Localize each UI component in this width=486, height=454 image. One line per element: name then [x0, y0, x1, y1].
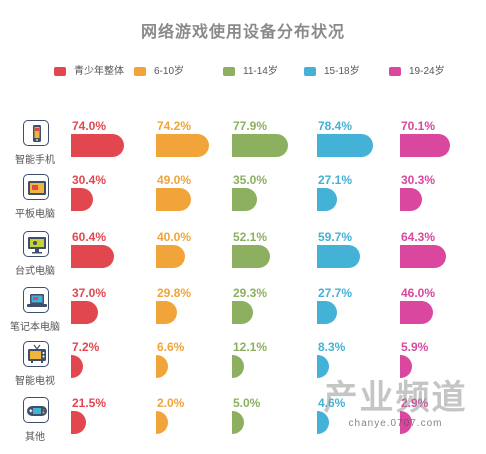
- legend-swatch: [389, 67, 401, 76]
- bar: [156, 134, 209, 157]
- bar: [232, 301, 253, 324]
- legend-label: 15-18岁: [324, 66, 360, 77]
- data-label: 35.0%: [233, 173, 268, 187]
- data-label: 5.9%: [401, 340, 429, 354]
- bar: [317, 188, 337, 211]
- bar: [317, 355, 329, 378]
- data-label: 78.4%: [318, 119, 353, 133]
- gamepad-icon: [23, 397, 49, 423]
- category-label: 智能电视: [15, 376, 55, 387]
- data-label: 5.0%: [233, 396, 261, 410]
- desktop-icon: [23, 231, 49, 257]
- legend: 青少年整体 6-10岁 11-14岁 15-18岁 19-24岁: [0, 66, 486, 80]
- bar: [232, 245, 270, 268]
- legend-swatch: [134, 67, 146, 76]
- watermark-url: chanye.0707.com: [348, 418, 443, 429]
- legend-label: 11-14岁: [243, 66, 278, 77]
- data-label: 30.3%: [401, 173, 436, 187]
- legend-swatch: [223, 67, 235, 76]
- category-row: 平板电脑 30.4% 49.0% 35.0% 27.1% 30.3%: [0, 173, 486, 230]
- bar: [156, 301, 177, 324]
- bar: [71, 411, 86, 434]
- bar: [232, 188, 257, 211]
- data-label: 37.0%: [72, 286, 107, 300]
- category-label: 笔记本电脑: [10, 322, 60, 333]
- legend-swatch: [304, 67, 316, 76]
- data-label: 4.6%: [318, 396, 346, 410]
- watermark: 产业频道 chanye.0707.com: [313, 378, 478, 448]
- legend-swatch: [54, 67, 66, 76]
- smartphone-icon: [23, 120, 49, 146]
- data-label: 7.2%: [72, 340, 100, 354]
- bar: [317, 245, 360, 268]
- bar: [232, 411, 244, 434]
- category-row: 笔记本电脑 37.0% 29.8% 29.3% 27.7% 46.0%: [0, 286, 486, 343]
- data-label: 27.1%: [318, 173, 353, 187]
- data-label: 21.5%: [72, 396, 107, 410]
- data-label: 2.0%: [157, 396, 185, 410]
- legend-label: 6-10岁: [154, 66, 185, 77]
- bar: [232, 134, 288, 157]
- data-label: 6.6%: [157, 340, 185, 354]
- bar: [71, 355, 83, 378]
- data-label: 40.0%: [157, 230, 192, 244]
- bar: [317, 411, 329, 434]
- category-label: 其他: [25, 432, 45, 443]
- bar: [317, 134, 373, 157]
- data-label: 70.1%: [401, 119, 436, 133]
- data-label: 59.7%: [318, 230, 353, 244]
- data-label: 74.2%: [157, 119, 192, 133]
- tablet-icon: [23, 174, 49, 200]
- laptop-icon: [23, 287, 49, 313]
- category-row: 智能电视 7.2% 6.6% 12.1% 8.3% 5.9%: [0, 340, 486, 397]
- category-row: 其他 21.5% 2.0% 5.0% 4.6% 2.9%: [0, 396, 486, 453]
- category-row: 智能手机 74.0% 74.2% 77.9% 78.4% 70.1%: [0, 119, 486, 176]
- data-label: 29.3%: [233, 286, 268, 300]
- bar: [400, 188, 422, 211]
- category-label: 平板电脑: [15, 209, 55, 220]
- bar: [156, 188, 191, 211]
- data-label: 52.1%: [233, 230, 268, 244]
- bar: [232, 355, 244, 378]
- bar: [71, 301, 98, 324]
- category-label: 台式电脑: [15, 266, 55, 277]
- data-label: 77.9%: [233, 119, 268, 133]
- bar: [156, 355, 168, 378]
- data-label: 29.8%: [157, 286, 192, 300]
- data-label: 27.7%: [318, 286, 353, 300]
- bar: [317, 301, 337, 324]
- bar: [400, 355, 412, 378]
- data-label: 60.4%: [72, 230, 107, 244]
- data-label: 46.0%: [401, 286, 436, 300]
- legend-label: 青少年整体: [74, 66, 124, 77]
- bar: [400, 134, 450, 157]
- data-label: 12.1%: [233, 340, 268, 354]
- category-label: 智能手机: [15, 155, 55, 166]
- bar: [71, 188, 93, 211]
- data-label: 64.3%: [401, 230, 436, 244]
- bar: [400, 411, 412, 434]
- bar: [400, 245, 446, 268]
- bar: [156, 245, 185, 268]
- data-label: 49.0%: [157, 173, 192, 187]
- category-row: 台式电脑 60.4% 40.0% 52.1% 59.7% 64.3%: [0, 230, 486, 287]
- data-label: 30.4%: [72, 173, 107, 187]
- bar: [71, 134, 124, 157]
- bar: [400, 301, 433, 324]
- data-label: 2.9%: [401, 396, 429, 410]
- data-label: 74.0%: [72, 119, 107, 133]
- bar: [71, 245, 114, 268]
- chart-title: 网络游戏使用设备分布状况: [140, 24, 345, 41]
- data-label: 8.3%: [318, 340, 346, 354]
- bar: [156, 411, 168, 434]
- smart-tv-icon: [23, 341, 49, 367]
- legend-label: 19-24岁: [409, 66, 445, 77]
- watermark-text: 产业频道: [323, 379, 468, 417]
